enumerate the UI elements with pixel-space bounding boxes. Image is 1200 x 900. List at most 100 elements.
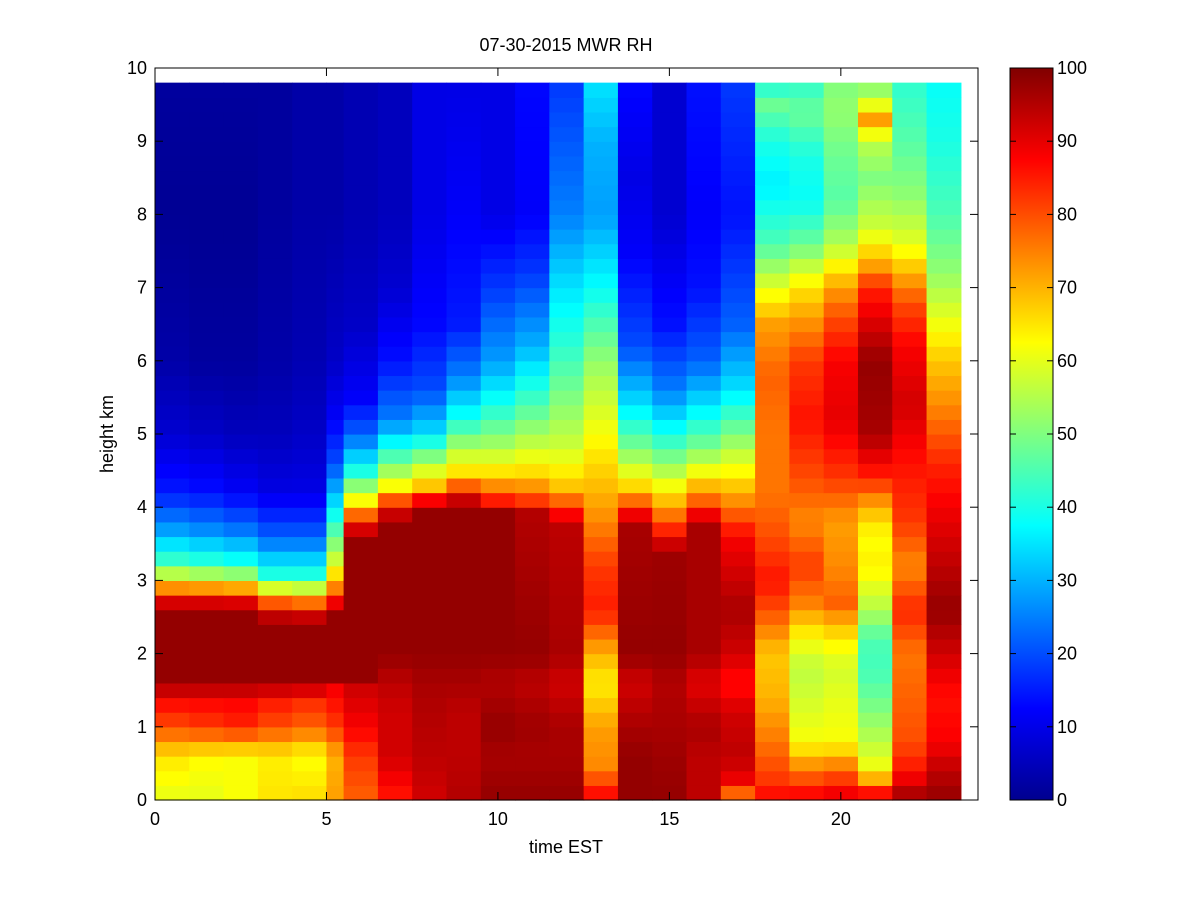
heatmap-cell [686,302,722,318]
heatmap-cell [720,653,756,669]
heatmap-cell [257,770,293,786]
heatmap-cell [155,638,190,655]
heatmap-cell [892,126,928,142]
heatmap-cell [549,521,585,538]
heatmap-cell [652,331,688,347]
heatmap-cell [515,214,550,230]
heatmap-cell [412,185,448,201]
heatmap-cell [549,419,585,435]
heatmap-cell [892,697,928,713]
heatmap-cell [720,770,756,786]
heatmap-cell [223,741,259,757]
heatmap-cell [755,507,790,523]
heatmap-cell [189,243,225,259]
heatmap-cell [480,82,516,98]
heatmap-cell [583,243,619,259]
heatmap-cell [720,316,756,333]
heatmap-cell [326,360,345,377]
heatmap-cell [755,346,790,362]
heatmap-cell [189,390,225,406]
heatmap-cell [926,609,962,625]
heatmap-cell [343,712,379,728]
heatmap-cell [292,726,328,743]
heatmap-cell [892,507,928,523]
heatmap-cell [377,111,413,128]
heatmap-cell [155,141,190,157]
heatmap-cell [892,682,928,699]
heatmap-cell [515,434,550,450]
heatmap-cell [755,360,790,377]
heatmap-cell [343,199,379,215]
heatmap-cell [446,477,482,494]
heatmap-cell [223,185,259,201]
heatmap-cell [926,199,962,215]
heatmap-cell [189,126,225,142]
heatmap-cell [446,229,482,245]
heatmap-cell [652,551,688,567]
heatmap-cell [652,521,688,538]
y-tick-label: 5 [137,424,147,444]
heatmap-cell [720,580,756,596]
heatmap-cell [720,126,756,142]
heatmap-cell [857,316,893,333]
heatmap-cell [343,229,379,245]
heatmap-cell [377,595,413,611]
heatmap-cell [755,551,790,567]
heatmap-cell [857,258,893,274]
heatmap-cell [515,170,550,186]
heatmap-cell [755,463,790,479]
heatmap-cell [257,214,293,230]
heatmap-cell [377,536,413,552]
heatmap-cell [583,141,619,157]
heatmap-cell [480,463,516,479]
heatmap-cell [155,726,190,743]
heatmap-cell [652,243,688,259]
heatmap-cell [857,199,893,215]
heatmap-cell [617,580,653,596]
heatmap-cell [326,390,345,406]
heatmap-cell [412,565,448,581]
heatmap-cell [515,756,550,772]
heatmap-cell [549,316,585,333]
heatmap-cell [189,668,225,684]
heatmap-cell [223,375,259,391]
heatmap-cell [755,272,790,289]
heatmap-cell [789,360,825,377]
heatmap-cell [377,199,413,215]
heatmap-cell [892,609,928,625]
heatmap-cell [617,272,653,289]
heatmap-cell [446,141,482,157]
heatmap-cell [823,507,859,523]
heatmap-cell [343,141,379,157]
heatmap-cell [223,111,259,128]
heatmap-cell [755,82,790,98]
heatmap-cell [549,97,585,113]
heatmap-cell [292,111,328,128]
heatmap-cell [189,258,225,274]
heatmap-cell [720,82,756,98]
heatmap-cell [223,770,259,786]
heatmap-cell [155,595,190,611]
heatmap-cell [343,551,379,567]
heatmap-cell [583,653,619,669]
heatmap-cell [326,404,345,420]
heatmap-cell [480,229,516,245]
colorbar-tick-label: 70 [1057,278,1077,298]
heatmap-cell [377,243,413,259]
heatmap-cell [789,668,825,684]
heatmap-cell [583,595,619,611]
heatmap-cell [515,477,550,494]
heatmap-cell [789,448,825,464]
heatmap-cell [857,770,893,786]
heatmap-cell [326,126,345,142]
heatmap-cell [292,419,328,435]
heatmap-cell [720,448,756,464]
heatmap-cell [823,229,859,245]
y-tick-label: 7 [137,278,147,298]
heatmap-cell [549,770,585,786]
heatmap-cell [292,170,328,186]
heatmap-cell [480,243,516,259]
heatmap-cell [583,214,619,230]
heatmap-cell [926,360,962,377]
heatmap-cell [823,97,859,113]
